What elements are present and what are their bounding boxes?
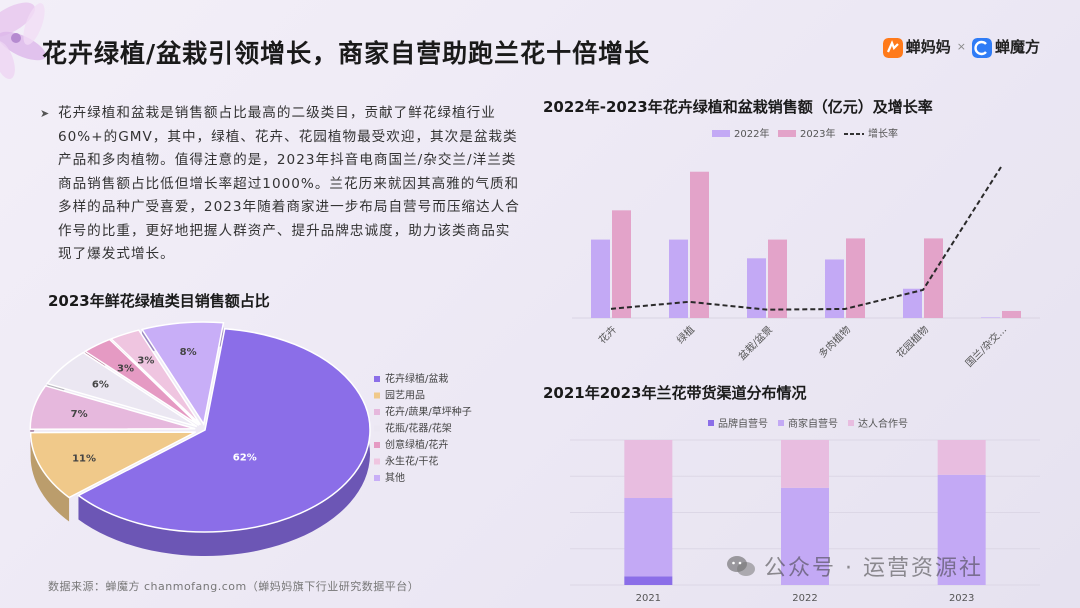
pie-slice — [45, 351, 198, 428]
legend-item: 商家自营号 — [788, 417, 838, 430]
pie-value-label: 62% — [233, 453, 257, 464]
bar-2023年 — [1002, 310, 1021, 318]
growth-rate-line — [610, 166, 1002, 311]
stack-segment-达人合作号 — [937, 440, 986, 475]
x-tick-label: 2023 — [949, 593, 974, 604]
legend-swatch — [848, 420, 854, 426]
pie-value-label: 3% — [137, 355, 154, 366]
pie-slice — [109, 329, 202, 426]
legend-swatch — [374, 458, 380, 465]
legend-item: 花瓶/花器/花架 — [385, 422, 452, 435]
x-tick-label: 2021 — [636, 593, 661, 604]
stack-segment-商家自营号 — [781, 487, 829, 585]
bar-2022年 — [591, 239, 610, 318]
bar-2022年 — [903, 288, 922, 318]
legend-item: 2023年 — [800, 127, 835, 140]
legend-swatch — [374, 409, 380, 415]
brand-logos: 蝉妈妈 × 蝉魔方 — [882, 36, 1040, 58]
pie-value-label: 7% — [71, 409, 88, 420]
stack-segment-品牌自营号 — [624, 576, 673, 585]
description-paragraph: ➤ 花卉绿植和盆栽是销售额占比最高的二级类目，贡献了鲜花绿植行业60%+的GMV… — [40, 102, 522, 267]
pie-slice-side — [78, 328, 371, 556]
wechat-icon — [727, 556, 755, 576]
bullet-arrow-icon: ➤ — [40, 107, 51, 120]
x-tick-label: 国兰/杂交... — [963, 323, 1010, 370]
legend-item: 达人合作号 — [858, 417, 908, 430]
legend-item: 其他 — [385, 471, 405, 484]
pie-chart: 62% 11% 7% 6% 3%3% 8% 花卉绿植/盆栽园艺用品花卉/蔬果/草坪种子花瓶/… — [29, 321, 472, 556]
x-tick-label: 2022 — [792, 593, 817, 604]
pie-slice — [140, 321, 225, 427]
pie-slice — [29, 431, 196, 499]
page-title: 花卉绿植/盆栽引领增长，商家自营助跑兰花十倍增长 — [42, 39, 651, 68]
stack-segment-商家自营号 — [937, 474, 986, 585]
bar-2022年 — [747, 258, 766, 318]
stack-segment-达人合作号 — [781, 440, 829, 488]
bar-chart-title: 2022年-2023年花卉绿植和盆栽销售额（亿元）及增长率 — [543, 98, 933, 116]
legend-item: 花卉绿植/盆栽 — [385, 372, 448, 385]
bar-2023年 — [612, 210, 631, 318]
watermark: 公众号 · 运营资源社 — [726, 550, 983, 582]
flower-decoration — [0, 0, 70, 90]
stack-segment-商家自营号 — [624, 498, 673, 577]
bar-2023年 — [846, 238, 865, 318]
x-tick-label: 花卉 — [596, 323, 619, 346]
pie-value-label: 11% — [72, 453, 96, 464]
pie-value-label: 6% — [92, 380, 109, 391]
pie-slice — [29, 384, 196, 431]
stacked-chart-title: 2021年2023年兰花带货渠道分布情况 — [543, 384, 807, 402]
legend-swatch — [374, 442, 380, 448]
chanmofang-logo: 蝉魔方 — [971, 36, 1040, 58]
bar-2023年 — [924, 238, 943, 318]
x-tick-label: 多肉植物 — [816, 323, 853, 360]
legend-item: 创意绿植/花卉 — [385, 438, 448, 451]
bar-2022年 — [825, 259, 844, 318]
legend-item: 花卉/蔬果/草坪种子 — [385, 405, 472, 418]
x-tick-label: 盆栽/盆景 — [735, 323, 775, 363]
pie-slice-side — [30, 432, 70, 522]
x-tick-label: 绿植 — [674, 323, 697, 346]
legend-swatch — [778, 420, 784, 426]
data-source: 数据来源：蝉魔方 chanmofang.com（蝉妈妈旗下行业研究数据平台） — [48, 580, 420, 593]
legend-item: 永生花/干花 — [385, 455, 438, 468]
chanmama-logo: 蝉妈妈 — [882, 36, 951, 58]
pie-value-label: 3% — [117, 364, 134, 375]
pie-slice — [77, 327, 371, 533]
pie-value-label: 8% — [180, 347, 197, 358]
bar-2023年 — [768, 239, 787, 318]
legend-swatch — [374, 376, 380, 382]
legend-item: 增长率 — [868, 127, 898, 140]
legend-item: 品牌自营号 — [718, 417, 768, 430]
legend-item: 2022年 — [734, 127, 769, 140]
legend-swatch — [374, 425, 380, 432]
legend-swatch — [712, 130, 730, 137]
chanmofang-icon — [971, 37, 992, 58]
bar-2023年 — [690, 171, 709, 318]
pie-slice — [83, 338, 200, 426]
bar-2022年 — [669, 239, 688, 318]
chanmama-icon — [882, 37, 903, 58]
legend-swatch — [708, 420, 714, 426]
bar-2022年 — [981, 317, 1000, 318]
stack-segment-达人合作号 — [624, 440, 673, 498]
legend-swatch — [778, 130, 796, 137]
pie-chart-title: 2023年鲜花绿植类目销售额占比 — [48, 292, 270, 310]
legend-swatch — [374, 475, 380, 481]
legend-item: 园艺用品 — [385, 390, 425, 402]
channel-stacked-chart: 品牌自营号 商家自营号 达人合作号 2021 2022 2023 — [570, 417, 1040, 604]
x-tick-label: 花园植物 — [894, 323, 931, 360]
legend-swatch — [374, 392, 380, 399]
